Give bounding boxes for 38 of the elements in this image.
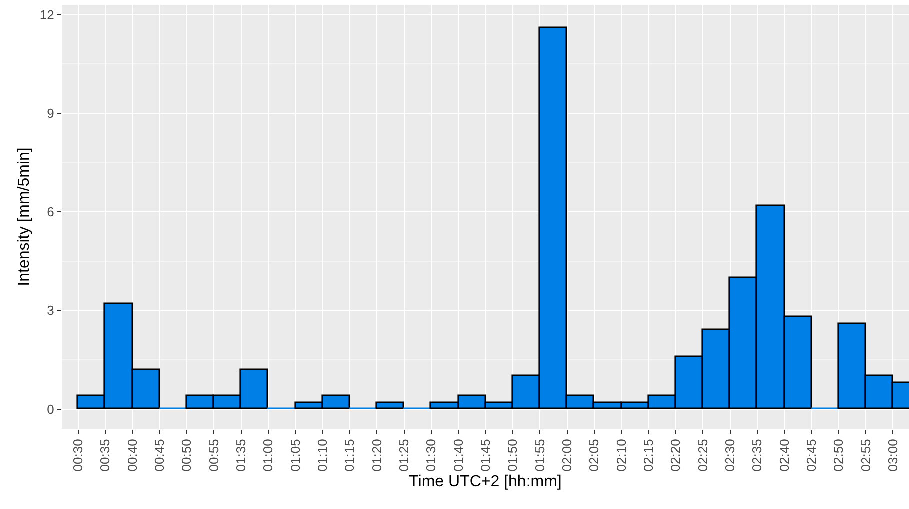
x-tick-label: 01:20 (369, 439, 384, 472)
x-tick-label: 02:35 (750, 439, 765, 472)
x-tick-label: 01:45 (478, 439, 493, 472)
x-tick-label: 01:05 (288, 439, 303, 472)
x-tick-label: 02:00 (559, 439, 574, 472)
y-tick-label: 0 (47, 402, 54, 417)
x-tick-label: 00:55 (206, 439, 222, 472)
x-tick-label: 01:30 (424, 439, 439, 472)
x-tick-label: 01:55 (532, 439, 548, 472)
x-tick-label: 01:00 (260, 439, 276, 472)
x-axis-title: Time UTC+2 [hh:mm] (409, 473, 562, 490)
x-tick-label: 02:10 (614, 439, 629, 472)
x-tick-label: 01:40 (450, 439, 466, 472)
x-tick-label: 02:40 (776, 439, 792, 472)
x-tick-label: 02:30 (722, 439, 738, 472)
x-tick-label: 00:45 (152, 439, 168, 472)
x-tick-label: 01:25 (396, 439, 412, 472)
x-tick-label: 02:25 (695, 439, 710, 472)
y-tick-label: 6 (47, 204, 54, 220)
y-axis-title: Intensity [mm/5min] (16, 148, 33, 286)
x-tick-label: 00:40 (124, 439, 140, 472)
y-tick-label: 3 (47, 303, 54, 318)
x-tick-label: 00:30 (70, 439, 86, 472)
x-tick-label: 01:10 (315, 439, 330, 472)
x-tick-label: 00:50 (179, 439, 194, 472)
x-tick-label: 02:45 (804, 439, 819, 472)
x-tick-label: 01:15 (342, 439, 358, 472)
x-tick-label: 02:50 (831, 439, 846, 472)
x-tick-label: 00:35 (98, 439, 113, 472)
x-tick-label: 01:35 (234, 439, 249, 472)
x-tick-label: 02:20 (668, 439, 684, 472)
x-tick-label: 03:00 (885, 439, 900, 472)
x-tick-label: 01:50 (505, 439, 520, 472)
x-tick-label: 02:55 (858, 439, 874, 472)
x-tick-label: 02:05 (586, 439, 602, 472)
x-tick-label: 02:15 (640, 439, 656, 472)
y-tick-label: 12 (40, 7, 54, 22)
y-tick-label: 9 (47, 106, 54, 122)
